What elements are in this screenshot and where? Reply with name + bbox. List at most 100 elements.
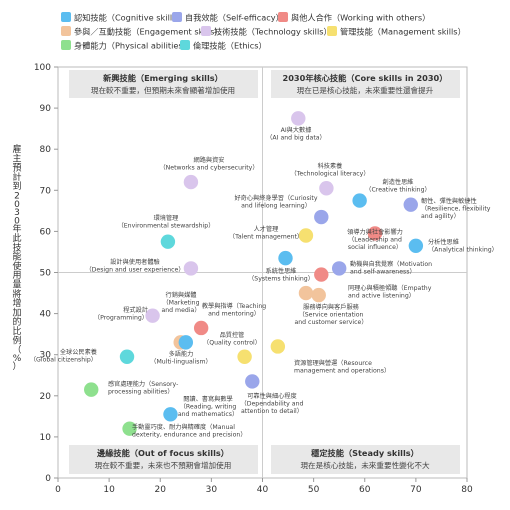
y-tick-label: 60	[40, 227, 52, 237]
x-tick-label: 60	[359, 485, 371, 495]
point-label: （Marketing	[162, 299, 199, 306]
point-label: 韌性、彈性與敏捷性	[421, 197, 477, 205]
y-tick-label: 20	[40, 392, 52, 402]
point-label: （Reading, writing	[180, 403, 237, 410]
point-label: 動機與自我覺察（Motivation	[350, 260, 432, 268]
y-axis-title-char: 到	[12, 180, 21, 192]
point-label: 教學與指導（Teaching	[202, 302, 266, 310]
point-label: 程式設計	[123, 306, 148, 314]
point-label: （Systems thinking）	[248, 275, 314, 282]
point-label: （Environmental stewardship）	[118, 222, 215, 229]
point-self	[245, 374, 260, 389]
point-label: 閱讀、書寫與數學	[183, 395, 233, 403]
y-axis-title-char: 量	[12, 280, 21, 291]
point-label: and self-awareness）	[350, 268, 416, 275]
point-label: and agility）	[421, 213, 460, 220]
legend-swatch-physical	[61, 40, 71, 50]
point-technology	[183, 261, 199, 276]
point-label: （Talent management）	[229, 233, 303, 240]
point-label: 行銷與媒體	[166, 291, 197, 299]
point-ethics	[119, 349, 135, 364]
point-label: （Technological literacy）	[290, 170, 369, 177]
point-label: 感官處理能力（Sensory-	[108, 380, 178, 388]
point-label: （Quality control）	[203, 339, 261, 346]
quadrant-subtitle-3: 現在是核心技能，未來重要性變化不大	[300, 460, 429, 470]
quadrant-subtitle-1: 現在已是核心技能，未來重要性還會提升	[297, 85, 434, 95]
legend-label-self: 自我效能（Self-efficacy）	[185, 13, 284, 23]
y-axis-title-char: 增	[12, 297, 21, 309]
y-axis-title-char: ）	[12, 361, 21, 372]
legend: 認知技能（Cognitive skills） 自我效能（Self-efficacy…	[61, 12, 466, 51]
legend-swatch-technology	[201, 26, 211, 36]
point-technology	[319, 181, 334, 196]
y-axis-title-char: 此	[12, 232, 21, 244]
point-label: and mentoring）	[208, 310, 260, 317]
point-label: 全球公民素養	[60, 348, 97, 356]
point-physical	[122, 421, 137, 436]
x-tick-label: 30	[206, 485, 218, 495]
y-axis-title-char: 例	[12, 334, 21, 346]
legend-swatch-ethics	[180, 40, 190, 50]
y-tick-label: 80	[40, 145, 52, 155]
point-label: （Programming）	[94, 314, 148, 321]
point-label: and mathematics）	[178, 411, 238, 418]
point-physical	[84, 382, 99, 397]
point-label: and customer service）	[294, 319, 367, 326]
y-axis-title-char: 0	[14, 216, 20, 226]
point-label: 人才管理	[254, 225, 279, 233]
point-label: 系統性思維	[266, 267, 297, 275]
y-tick-label: 10	[40, 433, 52, 443]
point-label: 科技素養	[318, 162, 343, 170]
legend-swatch-working	[278, 12, 288, 22]
y-tick-label: 50	[40, 269, 52, 279]
point-label: 好奇心與終身學習（Curiosity	[234, 194, 317, 202]
y-axis-title-char: 用	[12, 270, 21, 281]
point-label: （Design and user experience）	[85, 266, 184, 273]
point-labels: AI與大數據（AI and big data） 網路與資安（Networks an…	[30, 126, 498, 438]
point-label: 網路與資安	[194, 156, 225, 164]
y-axis-title-char: 0	[14, 200, 20, 210]
x-tick-label: 10	[103, 485, 115, 495]
point-label: 設計與使用者體驗	[110, 258, 160, 266]
x-tick-label: 0	[55, 485, 61, 495]
quadrant-band-3	[271, 445, 460, 474]
legend-label-cognitive: 認知技能（Cognitive skills）	[74, 13, 185, 23]
y-axis-title-char: 使	[12, 260, 21, 272]
y-axis-title-char: 主	[12, 152, 21, 164]
point-label: （Leadership and	[348, 236, 402, 243]
y-tick-label: 70	[40, 186, 52, 196]
y-axis-title-char: 預	[12, 163, 21, 174]
y-axis-title-char: 計	[12, 171, 21, 183]
point-self	[314, 209, 329, 225]
quadrant-title-2: 邊緣技能（Out of focus skills）	[97, 448, 229, 458]
y-tick-label: 40	[40, 310, 52, 320]
point-label: AI與大數據	[281, 126, 313, 134]
point-label: and media）	[161, 307, 200, 314]
y-axis-title-char: 技	[12, 241, 21, 253]
point-label: 創造性思維	[383, 178, 414, 186]
quadrant-band-1	[271, 70, 460, 98]
point-label: 可靠性與細心程度	[247, 392, 297, 400]
point-label: attention to detail）	[241, 408, 303, 415]
point-label: 服務導向與客戶服務	[303, 303, 359, 311]
point-label: 同理心與積極傾聽（Empathy	[348, 284, 432, 292]
legend-swatch-self	[172, 12, 182, 22]
point-label: （Analytical thinking）	[428, 246, 498, 253]
y-tick-label: 0	[45, 474, 51, 484]
point-label: （AI and big data）	[266, 134, 326, 141]
quadrant-title-0: 新興技能（Emerging skills）	[103, 73, 223, 83]
y-axis-title-char: 年	[12, 223, 21, 235]
y-axis-title-char: 加	[12, 307, 21, 318]
point-label: 資源管理與營運（Resource	[294, 359, 372, 367]
quadrant-labels: 新興技能（Emerging skills） 現在較不重要，但預期未來會顯著增加使用…	[91, 73, 448, 470]
quadrant-title-3: 穩定技能（Steady skills）	[311, 448, 419, 458]
y-axis-title-char: （	[12, 345, 21, 356]
legend-label-engagement: 參與／互動技能（Engagement skills）	[74, 27, 223, 37]
legend-swatch-cognitive	[61, 12, 71, 22]
legend-label-management: 管理技能（Management skills）	[340, 27, 466, 37]
x-tick-label: 50	[308, 485, 320, 495]
point-ethics	[160, 234, 176, 249]
x-tick-label: 20	[155, 485, 167, 495]
y-tick-label: 100	[34, 63, 51, 73]
